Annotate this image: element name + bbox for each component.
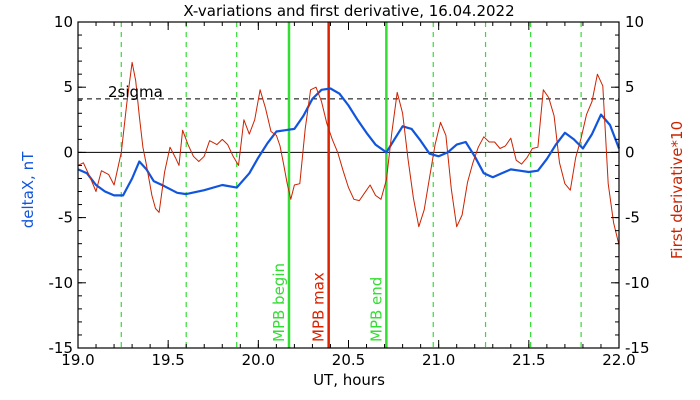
x-tick-label: 19.0: [61, 351, 94, 369]
x-tick-label: 20.0: [242, 351, 275, 369]
y-tick-label-right: 5: [625, 78, 635, 96]
x-tick-label: 21.5: [512, 351, 545, 369]
deltax-line: [77, 87, 621, 197]
y-tick-label-left: -10: [49, 274, 74, 292]
y-tick-label-right: -10: [625, 274, 650, 292]
y-tick-label-left: -15: [49, 339, 74, 357]
y-tick-label-right: 0: [625, 143, 635, 161]
derivative-line: [77, 61, 620, 246]
y-tick-label-left: 10: [54, 13, 73, 31]
y-axis-label-right: First derivative*10: [668, 121, 686, 259]
y-tick-label-right: -15: [625, 339, 650, 357]
x-tick-label: 19.5: [151, 351, 184, 369]
y-tick-label-right: 10: [625, 13, 644, 31]
y-tick-label-left: 0: [63, 143, 73, 161]
y-tick-label-left: -5: [58, 209, 73, 227]
y-axis-label-left: deltaX, nT: [19, 151, 37, 228]
x-tick-label: 21.0: [422, 351, 455, 369]
sigma-label: 2sigma: [108, 83, 163, 101]
x-tick-label: 22.0: [602, 351, 635, 369]
chart-title: X-variations and first derivative, 16.04…: [183, 2, 514, 20]
y-tick-label-right: -5: [625, 209, 640, 227]
x-tick-label: 20.5: [332, 351, 365, 369]
mpb-label: MPB end: [367, 277, 385, 342]
mpb-label: MPB max: [310, 272, 328, 342]
x-axis-label: UT, hours: [313, 371, 385, 389]
mpb-label: MPB begin: [270, 263, 288, 342]
y-tick-label-left: 5: [63, 78, 73, 96]
plot-frame: [77, 21, 620, 349]
